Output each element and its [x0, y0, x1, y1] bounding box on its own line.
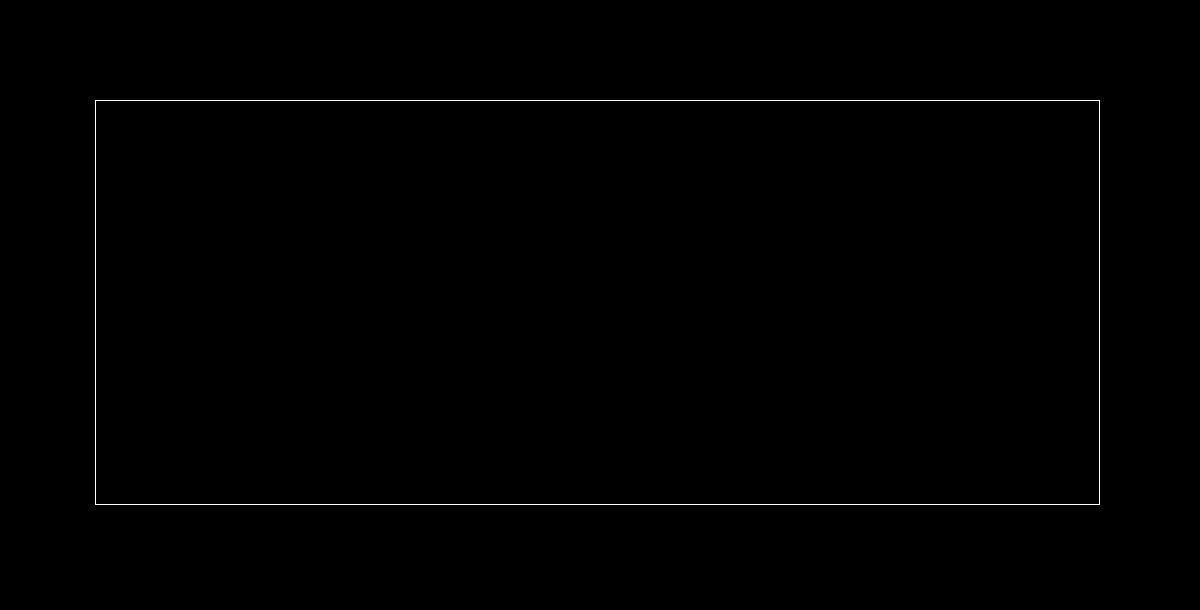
plot-frame	[95, 100, 1100, 505]
magnetogram-image	[95, 100, 1100, 505]
